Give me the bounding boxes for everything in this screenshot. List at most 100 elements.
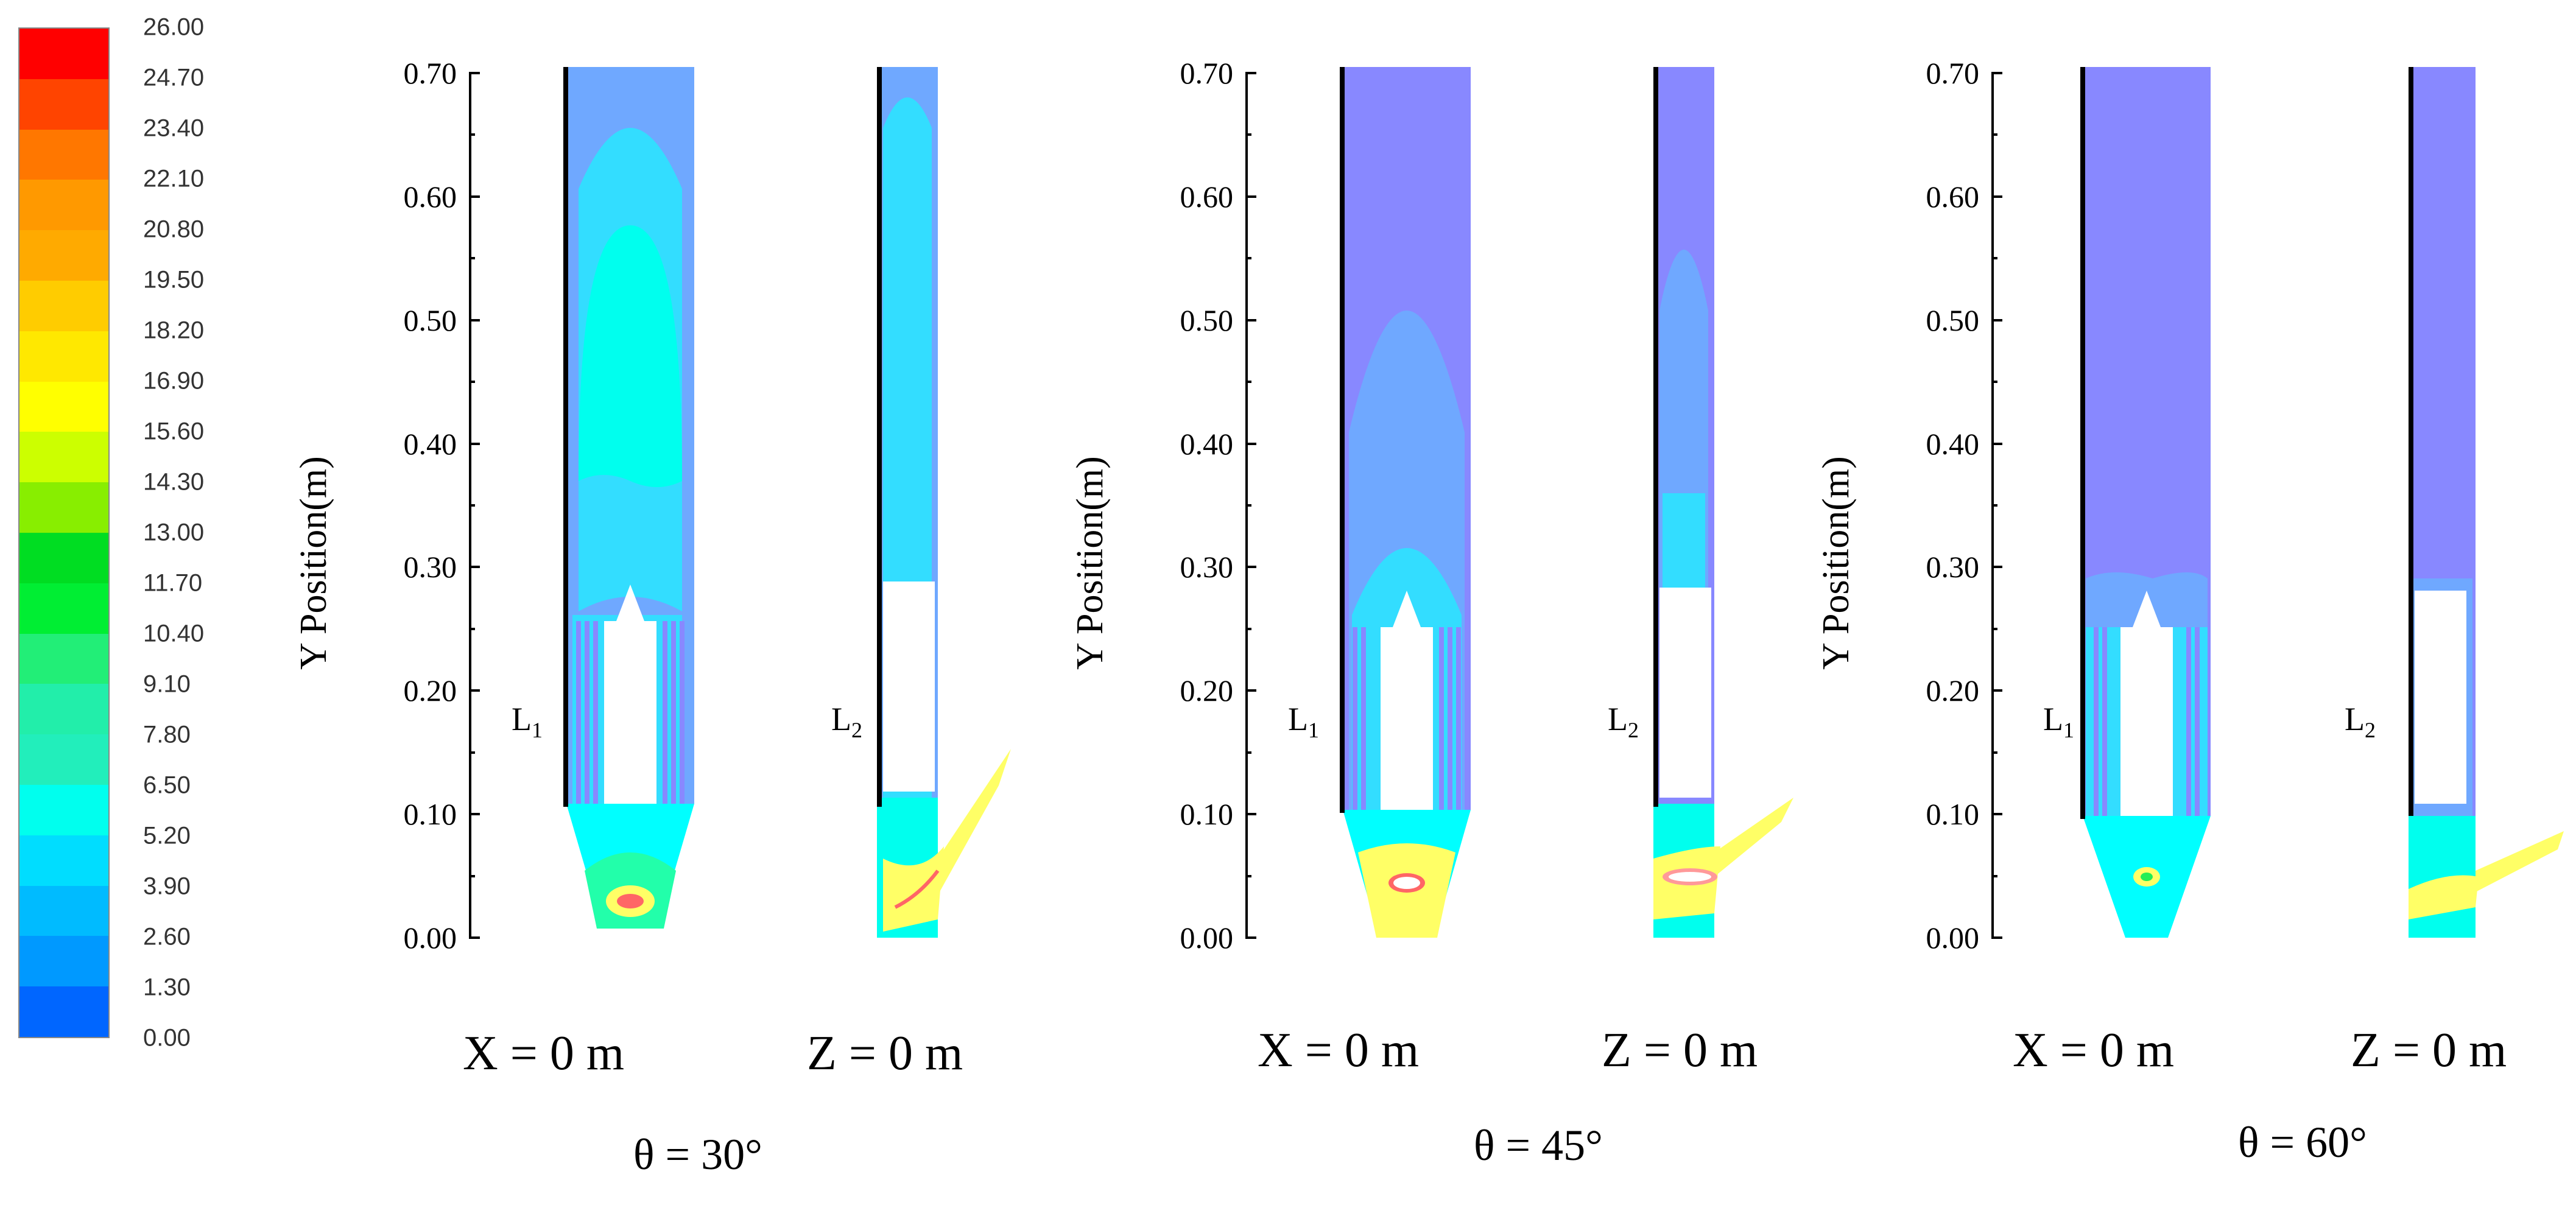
legend-value-label: 10.40 [143,620,205,647]
y-axis-label: Y Position(m) [1069,456,1111,670]
y-minor-tick [1991,751,1997,754]
y-tick-label: 0.40 [1926,426,1980,461]
y-minor-tick [1991,874,1997,877]
legend-value-label: 11.70 [143,569,203,597]
y-minor-tick [1991,381,1997,384]
y-minor-tick [1245,627,1251,630]
y-minor-tick [469,504,475,507]
line-label-l1: L1 [1288,701,1319,742]
legend-value-label: 7.80 [143,721,191,748]
y-tick-label: 0.50 [1926,303,1980,337]
y-tick-mark [1991,195,2002,198]
y-tick-label: 0.30 [403,550,457,585]
theta-label: θ = 30° [633,1130,762,1179]
y-minor-tick [1245,133,1251,136]
y-tick-mark [1991,318,2002,321]
legend-value-label: 9.10 [143,670,191,698]
legend-swatch [19,936,108,987]
y-tick-label: 0.00 [403,921,457,955]
y-tick-mark [1991,72,2002,74]
y-tick-mark [469,318,480,321]
legend-value-label: 13.00 [143,519,205,546]
y-tick-label: 0.60 [403,179,457,214]
y-tick-label: 0.20 [1180,673,1234,708]
y-tick-label: 0.50 [1180,303,1234,337]
legend-swatch [19,280,108,331]
legend-swatch [19,230,108,281]
y-minor-tick [469,381,475,384]
y-tick-mark [1245,566,1256,569]
legend-value-label: 1.30 [143,974,191,1001]
y-minor-tick [469,627,475,630]
y-tick-mark [1991,689,2002,692]
y-tick-mark [1991,566,2002,569]
panel-theta-60: Y Position(m) 0.70 0.60 0.50 0.40 0.30 0.20 0.… [1815,0,2570,1205]
x-section-label: X = 0 m [463,1027,625,1080]
y-minor-tick [469,874,475,877]
y-tick-label: 0.10 [1180,797,1234,832]
panel-theta-45: Y Position(m) 0.70 0.60 0.50 0.40 0.30 0.20 0.… [1069,0,1824,1205]
legend-swatch [19,482,108,533]
legend-swatch [19,432,108,483]
contour-x0-theta-45 [1340,67,1471,938]
legend-value-label: 18.20 [143,317,205,344]
y-tick-mark [1245,936,1256,939]
legend-value-label: 0.00 [143,1024,191,1052]
legend-swatch [19,583,108,634]
y-tick-label: 0.70 [1180,56,1234,90]
line-label-l1: L1 [2043,701,2074,742]
z-section-label: Z = 0 m [807,1027,963,1080]
legend-value-label: 23.40 [143,114,205,142]
line-label-l2: L2 [2345,701,2376,742]
y-tick-label: 0.30 [1180,550,1234,585]
y-tick-mark [1245,318,1256,321]
legend-color-bar [18,27,110,1038]
y-tick-mark [1245,689,1256,692]
legend-swatch [19,885,108,936]
y-tick-mark [1991,936,2002,939]
contour-x0-theta-60 [2080,67,2211,938]
y-tick-label: 0.60 [1180,179,1234,214]
y-minor-tick [1245,874,1251,877]
x-section-label: X = 0 m [2013,1024,2175,1077]
legend-swatch [19,986,108,1037]
legend-value-label: 16.90 [143,367,205,395]
contour-z0-theta-30 [877,67,1011,938]
legend-value-label: 24.70 [143,64,205,91]
z-section-label: Z = 0 m [2351,1024,2507,1077]
y-minor-tick [469,751,475,754]
y-tick-mark [469,689,480,692]
legend-value-label: 6.50 [143,771,191,799]
y-tick-label: 0.50 [403,303,457,337]
legend-value-label: 14.30 [143,468,205,496]
legend-swatch [19,734,108,785]
theta-label: θ = 45° [1474,1121,1603,1170]
legend-swatch [19,79,108,130]
panel-theta-30: Y Position(m) 0.70 0.60 0.50 0.40 0.30 0.20 0.… [292,0,1047,1205]
legend-swatch [19,835,108,886]
y-tick-mark [469,442,480,445]
y-tick-mark [1245,195,1256,198]
y-tick-label: 0.30 [1926,550,1980,585]
y-minor-tick [1245,257,1251,260]
legend-swatch [19,331,108,382]
legend-value-label: 26.00 [143,13,205,41]
y-tick-label: 0.20 [403,673,457,708]
legend-value-label: 20.80 [143,216,205,243]
legend-swatch [19,29,108,79]
y-tick-mark [1991,442,2002,445]
legend-value-label: 5.20 [143,822,191,849]
theta-label: θ = 60° [2238,1118,2367,1167]
line-label-l1: L1 [512,701,543,742]
y-axis-label: Y Position(m) [1815,456,1857,670]
y-tick-mark [1245,72,1256,74]
z-section-label: Z = 0 m [1602,1024,1758,1077]
y-tick-mark [469,813,480,816]
x-section-label: X = 0 m [1258,1024,1420,1077]
y-tick-mark [469,936,480,939]
y-tick-label: 0.20 [1926,673,1980,708]
y-minor-tick [1245,751,1251,754]
legend-swatch [19,633,108,684]
y-tick-mark [1991,813,2002,816]
line-label-l2: L2 [831,701,862,742]
